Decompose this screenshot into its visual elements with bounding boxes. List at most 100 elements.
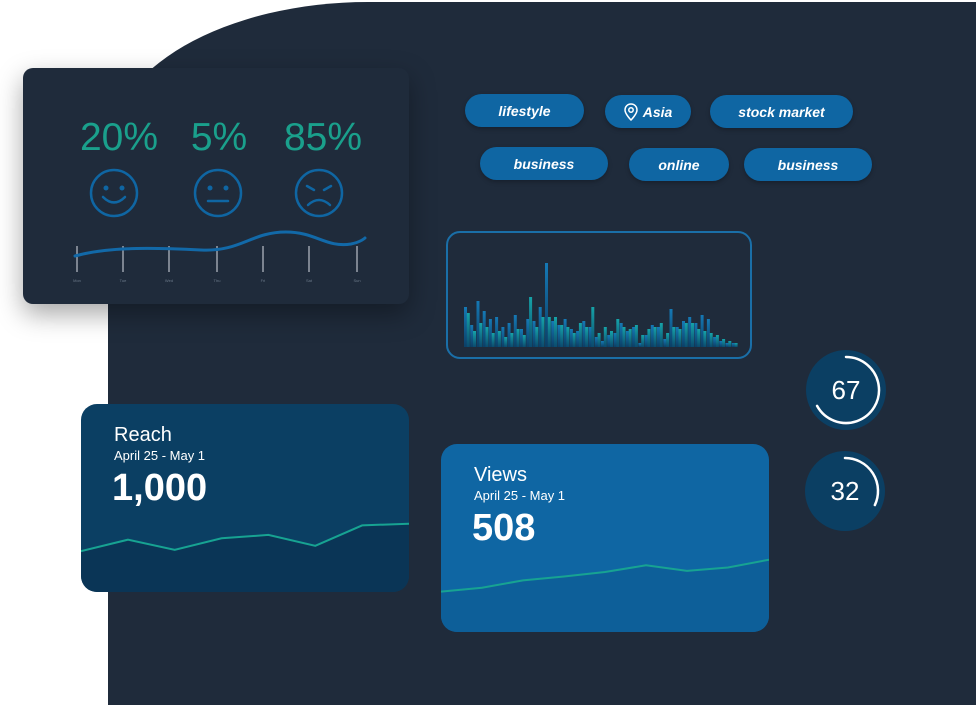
bar (641, 335, 645, 347)
tag-business[interactable]: business (480, 147, 608, 180)
bar (504, 337, 508, 347)
location-pin-icon (623, 102, 638, 121)
tag-asia[interactable]: Asia (605, 95, 691, 128)
bar (576, 331, 580, 347)
bar (560, 325, 564, 347)
bar (545, 263, 548, 347)
reach-title: Reach (114, 424, 172, 446)
bar (709, 333, 713, 347)
views-value: 508 (472, 507, 536, 549)
tag-stock-market[interactable]: stock market (710, 95, 853, 128)
bar (672, 327, 676, 347)
bar (722, 339, 726, 347)
sentiment-wave-chart: Mon Tue Wed Thu Fri Sat Sun (73, 230, 367, 283)
bar (464, 307, 467, 347)
bar (520, 329, 523, 347)
bar (569, 329, 573, 347)
bar (719, 341, 723, 347)
bar (529, 297, 533, 347)
bar (466, 313, 470, 347)
tag-label: stock market (738, 103, 825, 120)
bar (619, 323, 623, 347)
bar (703, 331, 707, 347)
bar (563, 319, 567, 347)
reach-date-range: April 25 - May 1 (114, 448, 206, 463)
tag-label: business (513, 155, 575, 172)
positive-percentage: 20% (79, 116, 159, 159)
tag-online[interactable]: online (629, 148, 729, 181)
bar (616, 319, 620, 347)
wave-day-label: Tue (120, 278, 128, 283)
tag-label: business (777, 156, 839, 173)
bar (578, 323, 582, 347)
bar (588, 327, 592, 347)
bar (715, 335, 719, 347)
bar (622, 327, 626, 347)
bar (572, 333, 576, 347)
wave-day-label: Thu (214, 278, 221, 283)
progress-arc (815, 355, 881, 425)
bar (491, 333, 495, 347)
bar (554, 317, 557, 347)
bar (507, 323, 511, 347)
bar (470, 325, 474, 347)
progress-ring-67: 67 (806, 350, 886, 430)
bar (513, 315, 517, 347)
wave-day-label: Wed (165, 278, 173, 283)
bar (610, 331, 613, 347)
bar (734, 343, 738, 347)
bar (634, 325, 638, 347)
bar (713, 337, 717, 347)
bar (585, 327, 589, 347)
bar (532, 321, 536, 347)
bar (657, 327, 660, 347)
bar (485, 327, 489, 347)
bar (650, 325, 654, 347)
bar (541, 317, 545, 347)
neutral-percentage: 5% (190, 116, 248, 159)
bar (666, 333, 670, 347)
progress-arc (843, 456, 880, 507)
wave-day-label: Fri (261, 278, 266, 283)
sentiment-wave-line (73, 230, 367, 258)
wave-day-label: Mon (73, 278, 81, 283)
bar (566, 327, 570, 347)
bar (706, 319, 710, 347)
wave-day-label: Sun (353, 278, 360, 283)
bar (603, 327, 607, 347)
neutral-face-icon (193, 168, 243, 218)
bar (535, 327, 539, 347)
bar (678, 329, 682, 347)
bar (473, 331, 476, 347)
views-date-range: April 25 - May 1 (474, 488, 566, 503)
tag-business-2[interactable]: business (744, 148, 872, 181)
progress-ring-32: 32 (805, 451, 885, 531)
bar (582, 321, 586, 347)
bar (669, 309, 673, 347)
views-title: Views (474, 464, 527, 486)
bar (591, 307, 595, 347)
bar (538, 307, 542, 347)
progress-value: 67 (831, 374, 861, 405)
bar (526, 319, 530, 347)
bar (482, 311, 486, 347)
bar (522, 335, 526, 347)
bar (682, 321, 685, 347)
bar (632, 327, 636, 347)
bar (557, 325, 561, 347)
bar (684, 323, 688, 347)
tag-label: online (658, 156, 700, 173)
bar (501, 327, 505, 347)
bar (675, 327, 679, 347)
tag-lifestyle[interactable]: lifestyle (465, 94, 584, 127)
bar (644, 335, 648, 347)
views-card: Views April 25 - May 1 508 (441, 444, 769, 632)
bar (510, 333, 514, 347)
bar (659, 323, 663, 347)
bar (728, 341, 732, 347)
bar (607, 335, 611, 347)
bar (638, 343, 642, 347)
bar (700, 315, 704, 347)
bar-chart-card (446, 231, 752, 359)
bar (594, 337, 598, 347)
